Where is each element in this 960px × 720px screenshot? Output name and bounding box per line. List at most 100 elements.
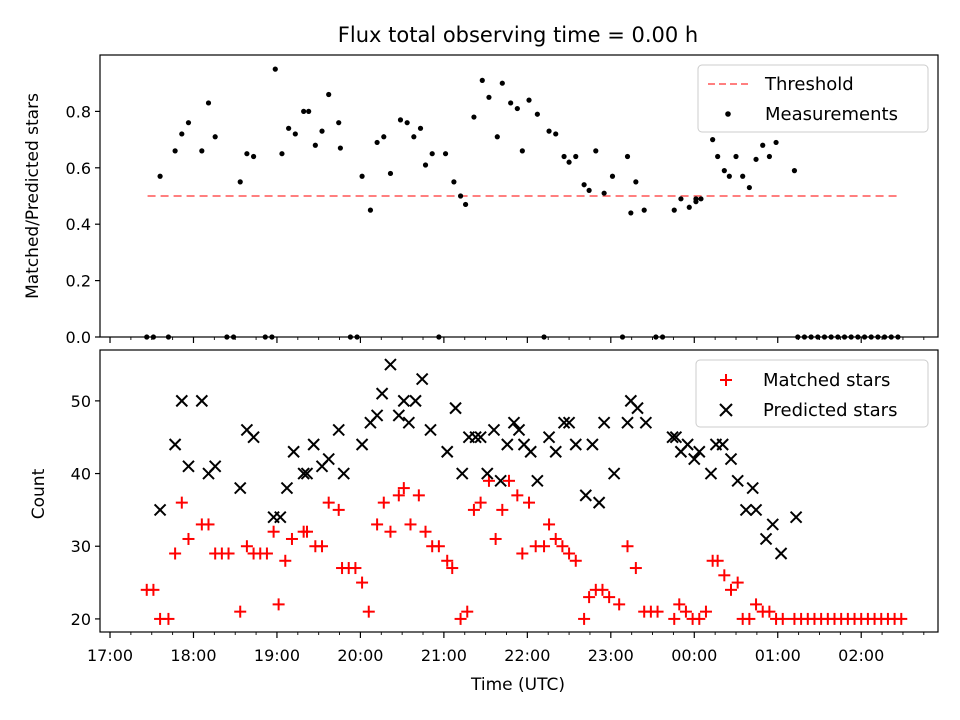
matched-stars-point <box>175 496 188 509</box>
matched-stars-point <box>332 503 345 516</box>
ratio-panel: 0.00.20.40.60.8 Matched/Predicted stars … <box>23 54 939 347</box>
measurement-point <box>486 94 492 100</box>
measurement-point <box>726 173 732 179</box>
predicted-stars-point <box>749 503 763 517</box>
x-tick-label: 20:00 <box>337 646 383 665</box>
predicted-stars-point <box>666 431 679 444</box>
matched-stars-point <box>538 540 551 553</box>
measurement-point <box>301 108 307 114</box>
matched-stars-point <box>496 503 509 516</box>
measurement-point <box>746 184 752 191</box>
measurement-point <box>561 153 567 160</box>
predicted-stars-point <box>731 474 744 488</box>
measurement-point <box>593 148 599 154</box>
predicted-stars-point <box>234 481 247 495</box>
matched-stars-point <box>895 612 908 625</box>
measurement-point <box>397 117 404 123</box>
measurement-point <box>686 204 692 210</box>
matched-stars-point <box>349 562 362 575</box>
matched-stars-point <box>679 605 692 618</box>
measurement-point <box>272 66 278 72</box>
predicted-stars-point <box>639 416 653 429</box>
measurement-point <box>157 173 163 179</box>
y-tick-label: 20 <box>71 610 91 629</box>
matched-stars-point <box>556 540 569 553</box>
matched-stars-point <box>202 518 215 531</box>
matched-stars-point <box>776 612 789 625</box>
predicted-stars-point <box>370 409 384 422</box>
matched-stars-point <box>384 525 397 538</box>
y-tick-label: 0.0 <box>66 328 91 347</box>
predicted-stars-point <box>337 467 350 480</box>
predicted-stars-point <box>621 416 634 429</box>
matched-stars-point <box>603 591 616 604</box>
predicted-stars-point <box>739 503 753 517</box>
predicted-stars-point <box>307 438 320 451</box>
measurement-point <box>546 128 552 134</box>
predicted-stars-point <box>531 474 544 488</box>
legend-measurements-label: Measurements <box>765 104 898 125</box>
measurement-point <box>641 207 647 213</box>
measurement-point <box>387 170 394 177</box>
predicted-stars-point <box>789 510 803 524</box>
x-tick-label: 23:00 <box>588 646 634 665</box>
predicted-stars-point <box>557 416 571 429</box>
predicted-stars-point <box>592 496 606 509</box>
matched-stars-point <box>750 598 763 611</box>
measurement-point <box>534 111 540 117</box>
predicted-stars-point <box>409 394 422 408</box>
matched-stars-point <box>629 562 642 575</box>
predicted-stars-point <box>724 452 738 466</box>
measurement-point <box>693 196 699 202</box>
predicted-stars-point <box>208 460 222 473</box>
predicted-stars-point <box>182 460 195 473</box>
x-tick-label: 19:00 <box>254 646 300 665</box>
count-y-axis-label: Count <box>29 468 49 519</box>
matched-stars-point <box>763 605 776 618</box>
predicted-stars-point <box>332 423 345 437</box>
matched-stars-point <box>404 518 417 531</box>
measurement-point <box>471 114 477 120</box>
matched-stars-point <box>454 612 467 625</box>
predicted-stars-point <box>487 423 501 437</box>
count-plot-frame <box>99 349 939 633</box>
measurement-point <box>185 120 192 126</box>
measurement-point <box>404 120 410 126</box>
measurement-point <box>508 100 514 106</box>
matched-stars-point <box>285 532 298 545</box>
y-tick-label: 0.8 <box>66 102 91 121</box>
measurement-point <box>791 168 798 174</box>
legend-measurements-swatch <box>725 111 731 117</box>
ratio-plot-frame <box>99 54 939 338</box>
matched-stars-point <box>668 612 681 625</box>
measurement-point <box>624 153 631 160</box>
matched-stars-point <box>474 496 487 509</box>
legend-matched-label: Matched stars <box>763 370 890 391</box>
matched-stars-point <box>260 547 273 560</box>
measurement-point <box>499 80 505 86</box>
matched-stars-point <box>441 554 454 567</box>
measurement-point <box>286 125 292 131</box>
measurement-point <box>715 153 721 160</box>
measurement-point <box>462 201 469 208</box>
measurement-point <box>381 134 387 140</box>
count-legend: Matched stars Predicted stars <box>695 359 929 428</box>
measurement-point <box>526 97 532 103</box>
measurement-point <box>766 153 772 160</box>
matched-stars-point <box>446 562 459 575</box>
matched-stars-point <box>234 605 247 618</box>
measurement-point <box>205 100 212 106</box>
matched-stars-point <box>392 489 405 502</box>
predicted-stars-point <box>397 394 411 408</box>
predicted-stars-point <box>759 532 773 546</box>
y-tick-label: 50 <box>71 392 91 411</box>
x-tick-label: 21:00 <box>421 646 467 665</box>
measurement-point <box>237 179 243 185</box>
predicted-stars-point <box>693 445 706 458</box>
measurement-point <box>721 168 727 174</box>
measurement-point <box>457 193 464 199</box>
matched-stars-point <box>397 482 410 495</box>
matched-stars-point <box>267 525 280 538</box>
measurement-point <box>367 207 374 213</box>
